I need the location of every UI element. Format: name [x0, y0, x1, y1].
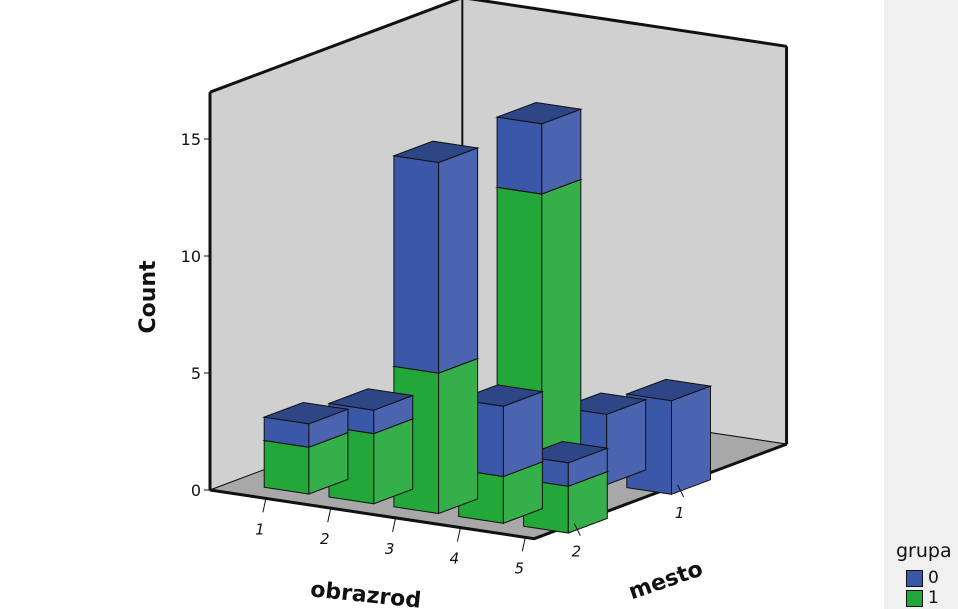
bar-3-1-grupa-0-front	[496, 116, 543, 195]
bar-3-2-grupa-0-side	[438, 147, 479, 374]
bar-3-1-grupa-1-side	[541, 178, 582, 476]
x-tick-mark-2	[327, 508, 332, 523]
legend-label-1: 1	[928, 588, 939, 608]
frame-edge-top-back	[468, 0, 787, 48]
legend-title: grupa	[896, 540, 952, 562]
legend-swatch-0	[906, 569, 923, 587]
z-tick-mark-1	[677, 484, 685, 498]
x-tick-label-5: 5	[515, 559, 525, 577]
y-axis: 0 5 10 15	[181, 130, 210, 500]
y-axis-title: Count	[136, 260, 161, 334]
z-tick-label-1: 1	[675, 504, 685, 522]
bar-4-2-grupa-0-top	[456, 384, 545, 407]
z-tick-mark-2	[573, 523, 581, 536]
bar-3-1-grupa-0	[495, 101, 583, 195]
x-tick-label-4: 4	[450, 550, 460, 568]
legend-item-0: 0	[906, 568, 939, 588]
bar-4-1-grupa-0-top	[559, 392, 648, 415]
bar-3-2-grupa-0	[391, 140, 480, 374]
legend-item-1: 1	[906, 588, 939, 608]
y-tick-label-0: 0	[191, 481, 201, 500]
x-tick-label-2: 2	[320, 530, 330, 548]
y-tick-label-3: 15	[181, 130, 201, 149]
z-axis: 21	[572, 484, 685, 561]
x-axis: 1 2 3 4 5	[255, 498, 526, 577]
y-tick-label-1: 5	[191, 364, 201, 383]
bar-3-2-grupa-1-side	[438, 357, 479, 515]
legend: grupa 0 1	[896, 540, 958, 609]
bar-5-1-grupa-0-side	[671, 385, 711, 496]
bar-1-2-grupa-1-front	[263, 439, 310, 495]
x-tick-mark-4	[456, 527, 461, 542]
frame-edge-top-left	[209, 0, 461, 94]
bar-3-2-grupa-0-front	[393, 155, 440, 374]
legend-swatch-1	[906, 589, 923, 607]
x-tick-mark-5	[521, 537, 526, 552]
legend-label-0: 0	[928, 568, 939, 588]
bar-3-2-grupa-0-top	[391, 140, 480, 164]
x-tick-label-1: 1	[255, 520, 265, 538]
bar-2-2-grupa-0-top	[327, 388, 415, 411]
bar-3-1-grupa-0-top	[495, 101, 583, 125]
bar-5-1-grupa-0-top	[624, 378, 713, 402]
bars-group	[262, 101, 713, 534]
y-tick-label-2: 10	[181, 247, 201, 266]
x-tick-mark-3	[392, 517, 397, 532]
bar-1-2-grupa-0-top	[262, 401, 350, 425]
x-tick-mark-1	[262, 498, 267, 513]
z-tick-label-2: 2	[572, 543, 582, 561]
bar-1-2-grupa-0	[262, 401, 350, 448]
x-tick-label-3: 3	[385, 540, 395, 558]
bar-5-2-grupa-0-top	[521, 440, 610, 464]
